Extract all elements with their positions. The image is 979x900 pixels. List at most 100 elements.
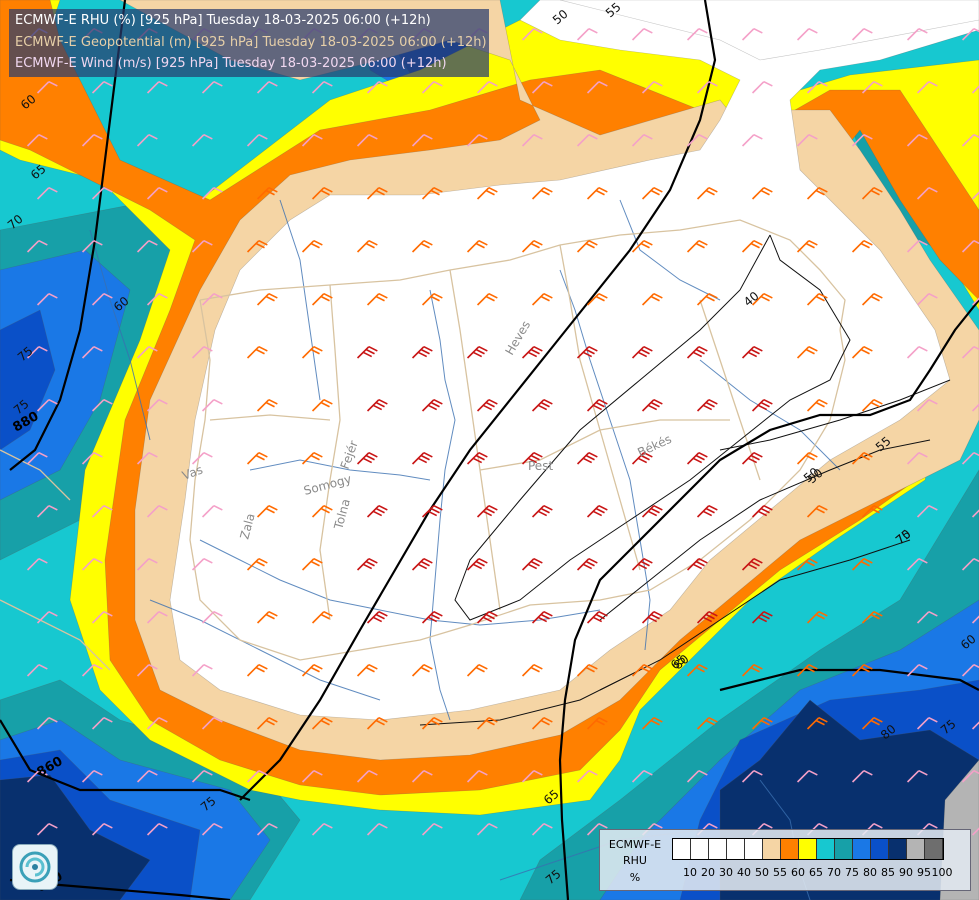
legend-title-model: ECMWF-E: [608, 838, 662, 851]
wind-barb: [91, 80, 113, 94]
wind-barb: [81, 345, 103, 359]
wind-barb: [311, 80, 333, 94]
legend-swatch: [763, 839, 781, 859]
border-3: [449, 269, 501, 611]
wind-barb: [191, 451, 213, 465]
wind-barb: [256, 822, 278, 836]
wind-barb: [741, 451, 763, 465]
wind-barb: [751, 186, 773, 200]
legend-tick-label: 55: [773, 866, 787, 879]
river-7: [619, 199, 721, 301]
wind-barb: [356, 769, 378, 783]
legend-tick-label: 65: [809, 866, 823, 879]
wind-barb: [421, 504, 443, 518]
wind-barb: [861, 610, 883, 624]
wind-barb: [796, 451, 818, 465]
wind-barb: [91, 186, 113, 200]
wind-barb: [311, 398, 333, 412]
legend-tick-label: 80: [863, 866, 877, 879]
wind-barb: [576, 345, 598, 359]
wind-barb: [641, 504, 663, 518]
wind-barb: [641, 80, 663, 94]
legend-tick-label: 40: [737, 866, 751, 879]
border-0: [199, 219, 846, 331]
wind-barb: [91, 398, 113, 412]
rhu-thin-contour-0: [454, 234, 851, 621]
wind-barb: [806, 186, 828, 200]
wind-barb: [36, 504, 58, 518]
legend-title-unit: %: [629, 871, 641, 884]
rhu-thin-contour-4: [419, 669, 641, 726]
wind-barb: [961, 769, 979, 783]
wind-barb: [916, 716, 938, 730]
river-5: [89, 229, 151, 441]
wind-barb: [521, 451, 543, 465]
river-4: [279, 199, 321, 401]
wind-barb: [796, 769, 818, 783]
wind-barb: [36, 80, 58, 94]
river-0: [429, 289, 456, 721]
wind-barb: [476, 398, 498, 412]
wind-barb: [531, 504, 553, 518]
wind-barb: [961, 345, 979, 359]
wind-barb: [751, 398, 773, 412]
wind-barb: [806, 398, 828, 412]
wind-barb: [861, 398, 883, 412]
wind-barb: [631, 239, 653, 253]
place-label: Zala: [237, 512, 257, 541]
wind-barb: [136, 451, 158, 465]
wind-barb: [796, 663, 818, 677]
legend-swatch: [673, 839, 691, 859]
wind-barb: [586, 398, 608, 412]
wind-barb: [421, 186, 443, 200]
legend-swatch: [691, 839, 709, 859]
wind-barb: [411, 769, 433, 783]
wind-barb: [971, 293, 979, 306]
wind-barb: [806, 610, 828, 624]
wind-barb: [971, 505, 979, 518]
border-2: [319, 284, 341, 621]
place-label: Pest: [528, 459, 553, 473]
wind-barb: [311, 822, 333, 836]
wind-barb: [36, 716, 58, 730]
wind-barb: [476, 504, 498, 518]
wind-barb: [301, 451, 323, 465]
wind-barb: [806, 80, 828, 94]
wind-barb: [631, 133, 653, 147]
wind-barb: [246, 663, 268, 677]
wind-barb: [586, 292, 608, 306]
wind-barb: [36, 186, 58, 200]
wind-barb: [421, 398, 443, 412]
wind-barb: [91, 610, 113, 624]
rhu-thin-contour-1: [719, 379, 951, 451]
wind-barb: [586, 716, 608, 730]
wind-barb: [576, 239, 598, 253]
wind-barb: [36, 610, 58, 624]
wind-barb: [961, 663, 979, 677]
border-layer: [0, 219, 846, 671]
title-wind: ECMWF-E Wind (m/s) [925 hPa] Tuesday 18-…: [15, 56, 447, 71]
wind-barb: [521, 27, 543, 41]
wind-barb: [356, 239, 378, 253]
wind-barb: [201, 822, 223, 836]
wind-barb: [686, 663, 708, 677]
wind-barb: [686, 345, 708, 359]
wind-barb: [531, 822, 553, 836]
wind-barb: [201, 80, 223, 94]
wind-barb: [576, 663, 598, 677]
wind-barb: [741, 663, 763, 677]
border-8: [0, 599, 111, 671]
wind-barb: [851, 557, 873, 571]
wind-barb: [521, 769, 543, 783]
legend-swatch: [745, 839, 763, 859]
wind-barb: [531, 80, 553, 94]
legend-tick-label: 60: [791, 866, 805, 879]
wind-barb: [311, 292, 333, 306]
wind-barb: [971, 611, 979, 624]
wind-barb: [191, 239, 213, 253]
wind-barb: [246, 769, 268, 783]
wind-barb: [301, 769, 323, 783]
wind-barb: [906, 133, 928, 147]
wind-barb: [26, 133, 48, 147]
